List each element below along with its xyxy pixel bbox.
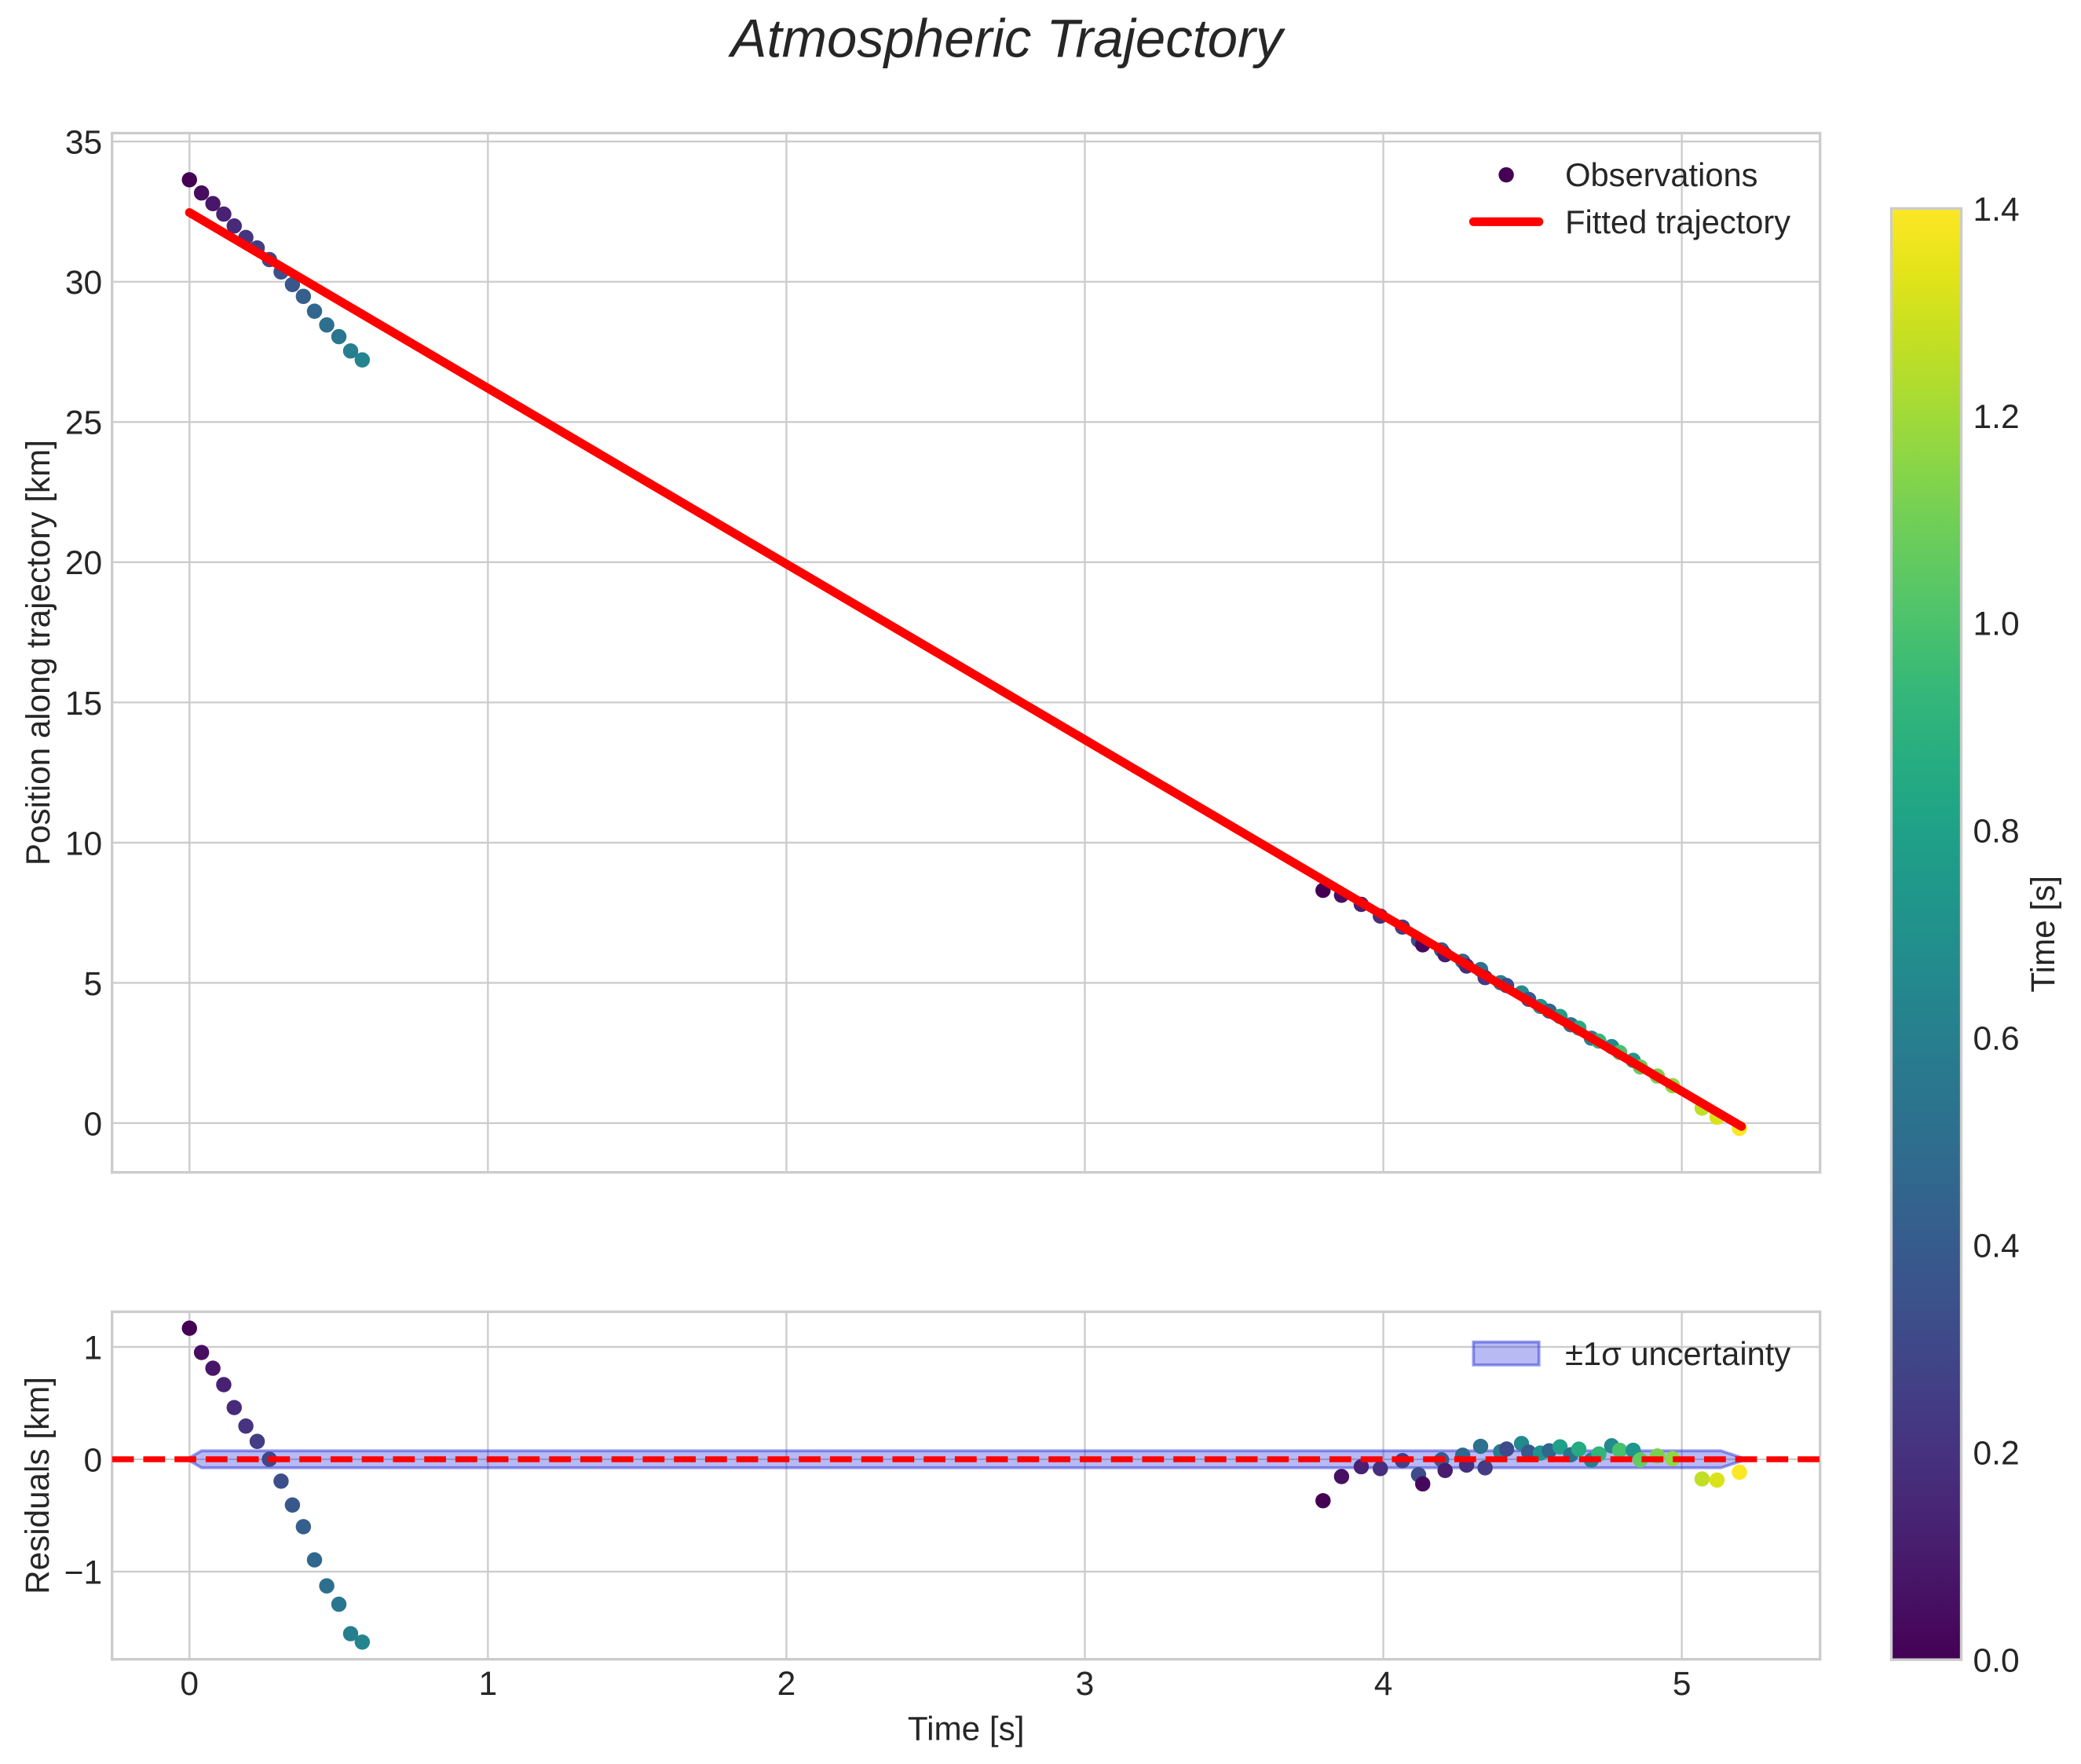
svg-text:−1: −1 (64, 1554, 102, 1591)
svg-text:1: 1 (84, 1330, 103, 1367)
svg-text:1.0: 1.0 (1973, 606, 2020, 643)
svg-text:2: 2 (777, 1666, 796, 1703)
svg-text:20: 20 (65, 545, 102, 582)
svg-text:Time [s]: Time [s] (908, 1710, 1025, 1747)
svg-text:15: 15 (65, 686, 102, 723)
svg-text:0.6: 0.6 (1973, 1021, 2020, 1058)
svg-text:1.2: 1.2 (1973, 399, 2020, 436)
svg-text:Residuals [km]: Residuals [km] (19, 1377, 56, 1594)
svg-text:Position along trajectory [km]: Position along trajectory [km] (20, 440, 57, 866)
svg-text:5: 5 (1673, 1666, 1691, 1703)
svg-text:0.0: 0.0 (1973, 1643, 2020, 1680)
svg-text:4: 4 (1374, 1666, 1393, 1703)
svg-text:0.8: 0.8 (1973, 814, 2020, 851)
svg-text:30: 30 (65, 265, 102, 302)
svg-text:Observations: Observations (1565, 156, 1757, 193)
svg-text:3: 3 (1076, 1666, 1095, 1703)
svg-text:±1σ uncertainty: ±1σ uncertainty (1565, 1335, 1790, 1372)
svg-text:0: 0 (84, 1106, 103, 1143)
svg-text:5: 5 (84, 966, 103, 1003)
svg-text:Atmospheric Trajectory: Atmospheric Trajectory (728, 9, 1286, 69)
svg-text:10: 10 (65, 825, 102, 862)
svg-text:1: 1 (479, 1666, 498, 1703)
svg-text:0.2: 0.2 (1973, 1436, 2020, 1473)
svg-text:Fitted trajectory: Fitted trajectory (1565, 203, 1790, 240)
svg-text:0.4: 0.4 (1973, 1228, 2020, 1265)
svg-text:35: 35 (65, 125, 102, 162)
svg-text:Time [s]: Time [s] (2024, 876, 2061, 993)
svg-text:25: 25 (65, 405, 102, 442)
svg-text:0: 0 (84, 1442, 103, 1479)
svg-text:0: 0 (180, 1666, 199, 1703)
svg-text:1.4: 1.4 (1973, 192, 2020, 229)
